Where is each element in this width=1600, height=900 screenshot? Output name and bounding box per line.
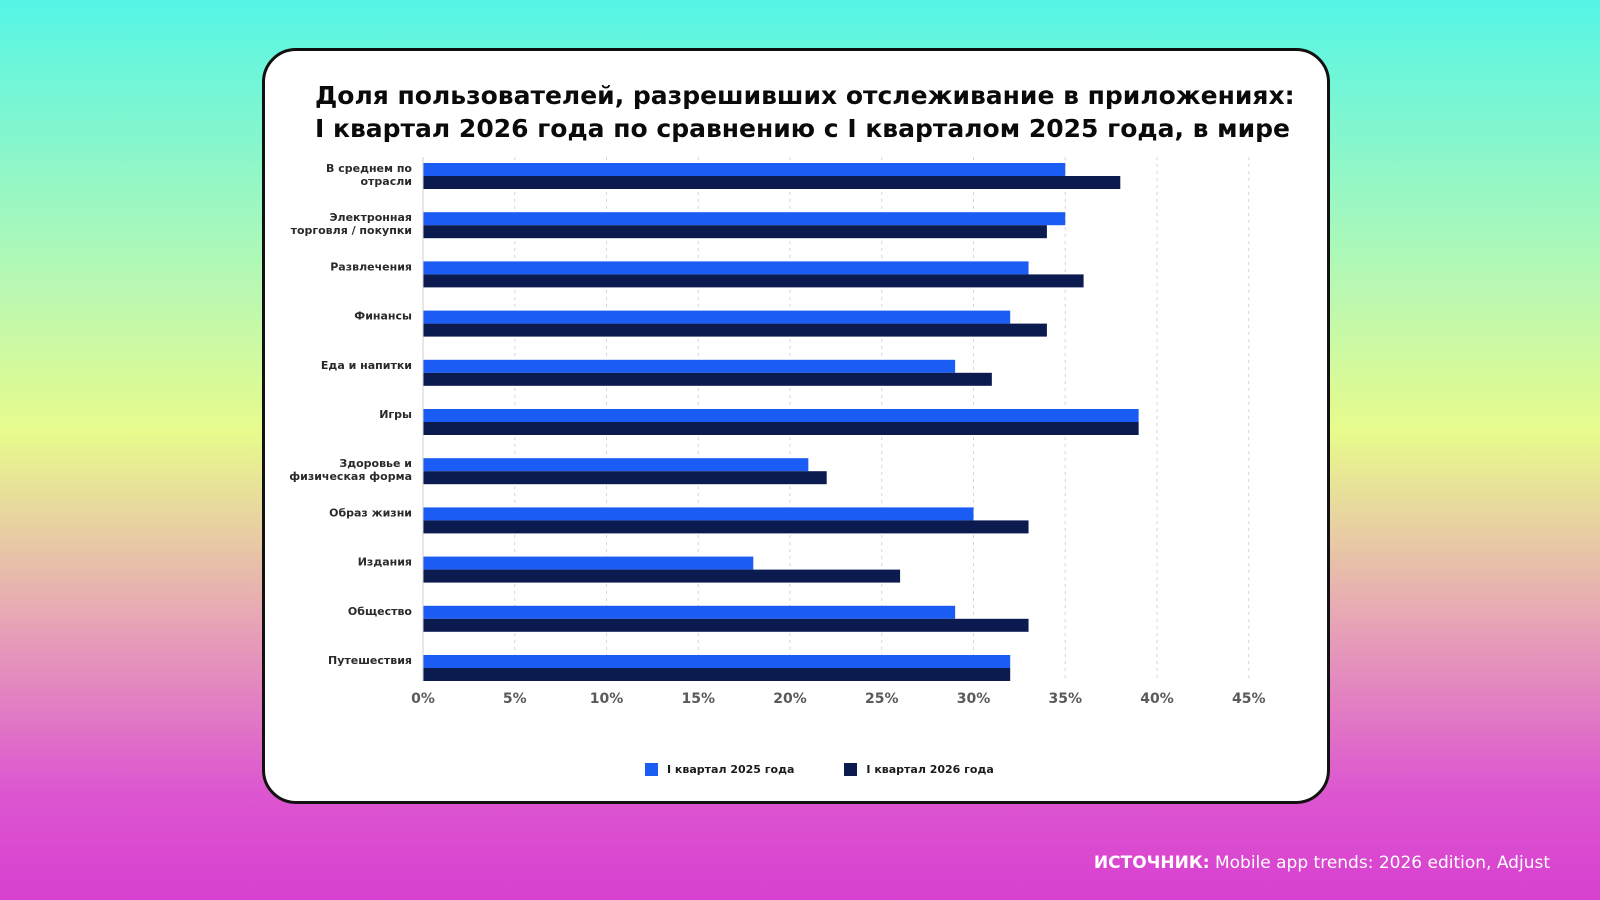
chart-title: Доля пользователей, разрешивших отслежив… — [315, 79, 1315, 145]
bar-q1-2026 — [423, 323, 1047, 337]
legend-item-q1-2025: I квартал 2025 года — [645, 763, 794, 776]
x-tick-label: 25% — [865, 691, 899, 707]
x-tick-label: 45% — [1232, 691, 1266, 707]
source-label: ИСТОЧНИК: — [1093, 853, 1210, 873]
chart-card: Доля пользователей, разрешивших отслежив… — [262, 48, 1330, 804]
legend-item-q1-2026: I квартал 2026 года — [844, 763, 994, 776]
legend-swatch-q1-2026 — [844, 763, 858, 776]
source-text: Mobile app trends: 2026 edition, Adjust — [1214, 853, 1550, 873]
chart-title-line-1: Доля пользователей, разрешивших отслежив… — [315, 81, 1295, 110]
bar-q1-2025 — [423, 359, 956, 373]
category-label: Игры — [379, 408, 412, 421]
category-label: Электронная — [329, 211, 412, 224]
bar-q1-2025 — [423, 605, 956, 619]
source-note: ИСТОЧНИК: Mobile app trends: 2026 editio… — [1094, 853, 1550, 873]
bar-q1-2025 — [423, 655, 1011, 668]
chart-legend: I квартал 2025 года I квартал 2026 года — [645, 763, 994, 776]
category-label: Путешествия — [328, 654, 412, 667]
legend-swatch-q1-2025 — [645, 763, 658, 776]
bar-q1-2026 — [423, 668, 1011, 681]
bar-q1-2026 — [423, 618, 1029, 632]
legend-label-q1-2026: I квартал 2026 года — [866, 763, 994, 776]
bar-q1-2025 — [423, 458, 809, 472]
category-label: физическая форма — [289, 470, 412, 483]
x-tick-label: 15% — [681, 691, 715, 707]
bar-q1-2026 — [423, 520, 1029, 534]
category-label: отрасли — [360, 175, 412, 188]
bar-q1-2026 — [423, 274, 1084, 288]
bar-q1-2025 — [423, 409, 1139, 422]
bar-q1-2025 — [423, 212, 1066, 226]
category-label: Развлечения — [330, 260, 412, 273]
bar-q1-2025 — [423, 556, 754, 570]
bar-q1-2026 — [423, 372, 992, 386]
chart-title-line-2: I квартал 2026 года по сравнению с I ква… — [315, 114, 1290, 143]
x-tick-label: 0% — [411, 691, 435, 707]
category-label: Еда и напитки — [321, 359, 412, 372]
category-label: Финансы — [354, 310, 412, 323]
category-label: Издания — [358, 556, 412, 569]
bar-q1-2026 — [423, 422, 1139, 435]
x-tick-label: 35% — [1048, 691, 1082, 707]
bar-q1-2026 — [423, 176, 1121, 189]
category-label: Общество — [348, 605, 413, 618]
bar-q1-2025 — [423, 163, 1066, 176]
bar-q1-2026 — [423, 225, 1047, 239]
legend-label-q1-2025: I квартал 2025 года — [667, 763, 795, 776]
x-tick-label: 40% — [1140, 691, 1174, 707]
bar-q1-2025 — [423, 507, 974, 521]
bar-q1-2025 — [423, 310, 1011, 324]
bar-q1-2025 — [423, 261, 1029, 275]
bar-q1-2026 — [423, 471, 827, 485]
bar-chart: 0% 5% 10% 15% 20% 25% 30% 35% 40% 45% В среднем по… — [289, 157, 1266, 707]
category-label: Образ жизни — [329, 506, 412, 519]
bar-q1-2026 — [423, 569, 901, 583]
x-tick-label: 20% — [773, 691, 807, 707]
category-label: торговля / покупки — [291, 224, 412, 237]
x-tick-label: 5% — [503, 691, 527, 707]
category-label: Здоровье и — [339, 457, 412, 470]
category-label: В среднем по — [326, 162, 412, 175]
x-tick-label: 10% — [590, 691, 624, 707]
x-tick-label: 30% — [957, 691, 991, 707]
